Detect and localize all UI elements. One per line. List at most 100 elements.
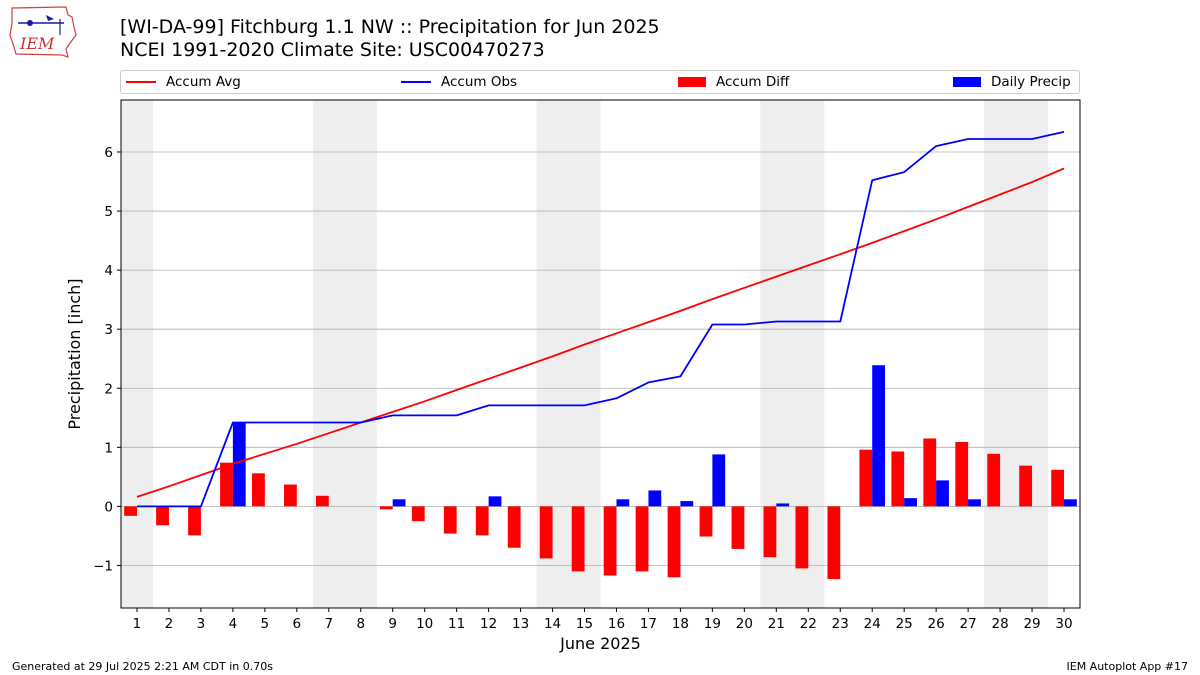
x-tick-label: 23 bbox=[832, 616, 849, 632]
bar-accum-diff bbox=[252, 473, 265, 507]
chart-subtitle: NCEI 1991-2020 Climate Site: USC00470273 bbox=[120, 39, 545, 61]
bar-accum-diff bbox=[379, 506, 393, 510]
bar-accum-diff bbox=[763, 506, 777, 558]
bar-daily-precip bbox=[968, 499, 981, 507]
x-tick-label: 1 bbox=[133, 616, 142, 632]
weekend-band bbox=[984, 100, 1017, 608]
bar-accum-diff bbox=[315, 495, 329, 507]
y-tick-label: 6 bbox=[104, 145, 113, 161]
x-tick-label: 20 bbox=[736, 616, 753, 632]
bar-accum-diff bbox=[571, 506, 585, 572]
bar-accum-diff bbox=[635, 506, 649, 572]
bar-daily-precip bbox=[616, 499, 630, 507]
y-tick-label: −1 bbox=[93, 558, 113, 574]
chart-title: [WI-DA-99] Fitchburg 1.1 NW :: Precipita… bbox=[120, 16, 660, 38]
line-accum-obs bbox=[137, 131, 1065, 508]
bar-accum-diff bbox=[475, 506, 489, 536]
bar-daily-precip bbox=[872, 365, 886, 507]
bar-accum-diff bbox=[891, 451, 905, 507]
x-tick-label: 25 bbox=[896, 616, 913, 632]
y-tick-label: 0 bbox=[104, 499, 113, 515]
bar-daily-precip bbox=[1064, 499, 1077, 507]
x-tick-label: 30 bbox=[1055, 616, 1072, 632]
footer-app-id: IEM Autoplot App #17 bbox=[1066, 660, 1189, 673]
bar-accum-diff bbox=[987, 453, 1001, 507]
iem-logo-text: IEM bbox=[19, 34, 55, 53]
legend-item-daily-precip: Daily Precip bbox=[953, 71, 1071, 93]
x-tick-label: 22 bbox=[800, 616, 817, 632]
bar-accum-diff bbox=[507, 506, 521, 548]
bar-accum-diff bbox=[699, 506, 713, 537]
x-tick-label: 21 bbox=[768, 616, 785, 632]
bar-daily-precip bbox=[904, 498, 917, 507]
bar-accum-diff bbox=[411, 506, 425, 522]
x-tick-label: 2 bbox=[165, 616, 174, 632]
legend-label-daily-precip: Daily Precip bbox=[991, 74, 1071, 90]
bar-daily-precip bbox=[488, 496, 502, 507]
bar-accum-diff bbox=[188, 506, 201, 536]
bar-daily-precip bbox=[680, 501, 694, 507]
bar-accum-diff bbox=[156, 506, 169, 526]
legend-label-accum-obs: Accum Obs bbox=[441, 74, 518, 90]
weekend-band bbox=[1016, 100, 1049, 608]
legend-item-accum-avg: Accum Avg bbox=[126, 71, 241, 93]
legend-swatch-accum-avg bbox=[126, 81, 156, 83]
weekend-band bbox=[121, 100, 153, 608]
legend: Accum Avg Accum Obs Accum Diff Daily Pre… bbox=[120, 70, 1080, 94]
x-tick-label: 4 bbox=[229, 616, 238, 632]
legend-label-accum-diff: Accum Diff bbox=[716, 74, 790, 90]
x-tick-label: 18 bbox=[672, 616, 689, 632]
x-tick-label: 27 bbox=[960, 616, 977, 632]
y-tick-label: 2 bbox=[104, 381, 113, 397]
bar-accum-diff bbox=[1051, 469, 1065, 507]
x-tick-label: 10 bbox=[416, 616, 433, 632]
y-tick-label: 1 bbox=[104, 440, 113, 456]
x-tick-label: 14 bbox=[544, 616, 561, 632]
bar-accum-diff bbox=[859, 449, 873, 507]
grid-lines bbox=[121, 151, 1080, 566]
x-tick-label: 6 bbox=[293, 616, 302, 632]
plot-frame bbox=[120, 99, 1081, 609]
footer-generated: Generated at 29 Jul 2025 2:21 AM CDT in … bbox=[12, 660, 273, 673]
bar-daily-precip bbox=[776, 503, 790, 507]
bar-accum-diff bbox=[539, 506, 553, 559]
bar-accum-diff bbox=[955, 442, 969, 507]
x-tick-label: 29 bbox=[1023, 616, 1040, 632]
x-tick-label: 11 bbox=[448, 616, 465, 632]
x-tick-label: 24 bbox=[864, 616, 881, 632]
x-axis-label: June 2025 bbox=[559, 634, 641, 653]
bar-accum-diff bbox=[443, 506, 457, 534]
weekend-band bbox=[312, 100, 345, 608]
bar-accum-diff bbox=[827, 506, 841, 580]
legend-item-accum-obs: Accum Obs bbox=[401, 71, 517, 93]
bar-daily-precip bbox=[648, 490, 662, 507]
iem-logo: IEM bbox=[9, 6, 77, 58]
x-tick-label: 13 bbox=[512, 616, 529, 632]
legend-swatch-daily-precip bbox=[953, 77, 981, 87]
bar-accum-diff bbox=[1019, 465, 1033, 507]
legend-item-accum-diff: Accum Diff bbox=[678, 71, 789, 93]
bar-daily-precip bbox=[936, 480, 949, 507]
x-tick-label: 26 bbox=[928, 616, 945, 632]
line-accum-avg bbox=[136, 167, 1065, 498]
y-tick-label: 4 bbox=[104, 263, 113, 279]
bar-accum-diff bbox=[220, 462, 233, 507]
legend-swatch-accum-obs bbox=[401, 81, 431, 83]
bar-accum-diff bbox=[923, 438, 937, 507]
bar-accum-diff bbox=[731, 506, 745, 549]
x-tick-label: 17 bbox=[640, 616, 657, 632]
bar-accum-diff bbox=[603, 506, 617, 576]
bar-daily-precip bbox=[232, 422, 246, 507]
legend-swatch-accum-diff bbox=[678, 77, 706, 87]
bar-daily-precip bbox=[392, 499, 406, 507]
x-tick-label: 5 bbox=[261, 616, 270, 632]
y-tick-label: 5 bbox=[104, 204, 113, 220]
x-tick-label: 8 bbox=[356, 616, 365, 632]
bar-accum-diff bbox=[284, 484, 297, 507]
weekend-band bbox=[344, 100, 377, 608]
bars bbox=[124, 365, 1077, 580]
x-tick-label: 19 bbox=[704, 616, 721, 632]
x-tick-label: 3 bbox=[197, 616, 206, 632]
